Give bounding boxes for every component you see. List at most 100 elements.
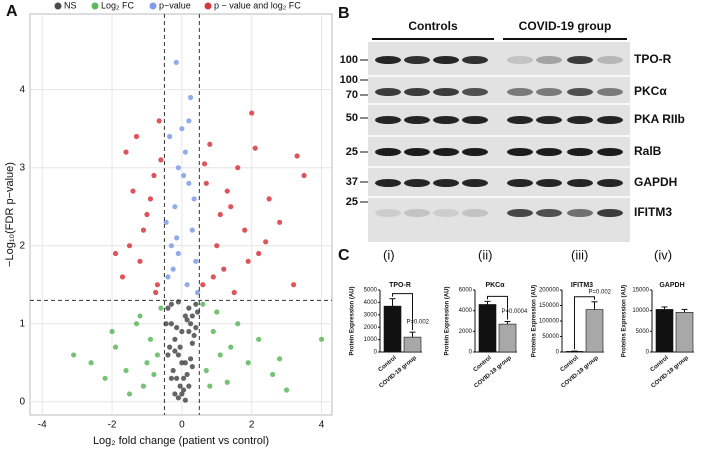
point	[256, 250, 262, 257]
point	[123, 149, 129, 155]
point	[177, 383, 183, 389]
point	[207, 383, 213, 389]
y-tick-label: 0	[374, 350, 378, 356]
point	[170, 367, 176, 374]
point	[88, 360, 94, 366]
band	[404, 209, 430, 217]
point	[191, 196, 197, 202]
protein-label: GAPDH	[634, 175, 677, 189]
point	[270, 371, 276, 378]
point	[217, 352, 223, 358]
point	[245, 360, 251, 366]
group-label: COVID-19 group	[519, 19, 612, 33]
y-tick-label: 50000	[542, 334, 559, 340]
x-tick-label: -2	[108, 420, 117, 431]
point	[181, 387, 187, 393]
band	[507, 56, 533, 64]
point	[156, 118, 162, 124]
point	[172, 348, 178, 354]
point	[179, 360, 185, 366]
point	[214, 309, 220, 315]
point	[189, 364, 195, 370]
point	[256, 336, 262, 342]
point	[231, 289, 237, 296]
point	[172, 391, 178, 397]
mw-marker: 25	[346, 146, 358, 158]
point	[189, 227, 195, 233]
point	[200, 301, 206, 307]
band	[433, 56, 459, 64]
band	[404, 116, 430, 124]
chart-title: TPO-R	[389, 282, 411, 289]
band	[536, 209, 562, 217]
panel-number: (iii)	[571, 247, 588, 262]
point	[170, 266, 176, 272]
y-axis-title: Protein Expression (AU)	[445, 286, 451, 355]
point	[158, 305, 164, 311]
band	[597, 116, 623, 124]
point	[175, 250, 181, 257]
protein-label: PKA RIIb	[634, 112, 685, 126]
point	[184, 371, 190, 378]
band	[567, 209, 593, 217]
y-tick-label: 4	[19, 84, 25, 95]
point	[154, 352, 161, 358]
point	[184, 317, 190, 323]
point	[186, 383, 192, 389]
y-tick-label: 0	[556, 350, 560, 356]
point	[207, 141, 213, 147]
point	[168, 321, 174, 327]
point	[191, 332, 197, 339]
band	[375, 116, 401, 124]
point	[175, 165, 181, 171]
point	[172, 204, 178, 210]
band	[462, 88, 488, 96]
point	[201, 161, 208, 167]
point	[144, 360, 150, 366]
y-axis-title: Proteins Expression (AU)	[622, 285, 628, 357]
point	[165, 274, 171, 280]
band	[567, 56, 593, 64]
p-value: P=0.0004	[502, 309, 529, 315]
y-tick-label: 4000	[364, 300, 378, 306]
point	[249, 110, 255, 116]
legend-label: NS	[64, 0, 77, 10]
band	[433, 179, 459, 187]
y-tick-label: 10000	[632, 308, 649, 314]
point	[181, 172, 187, 179]
point	[235, 165, 241, 171]
point	[245, 258, 251, 264]
band	[507, 88, 533, 96]
x-tick-label: 4	[319, 420, 325, 431]
band	[375, 148, 401, 156]
point	[263, 239, 269, 245]
band	[375, 209, 401, 217]
point	[186, 305, 192, 311]
y-tick-label: 0	[19, 396, 25, 407]
point	[126, 243, 133, 249]
chart-title: GAPDH	[659, 282, 684, 289]
band	[567, 116, 593, 124]
point	[151, 172, 157, 179]
point	[210, 328, 216, 335]
bar	[498, 323, 517, 353]
point	[277, 356, 283, 362]
bar	[585, 309, 604, 353]
y-tick-label: 0	[469, 350, 473, 356]
band	[462, 209, 488, 217]
p-value: P=0.002	[407, 320, 430, 326]
point	[137, 313, 143, 319]
point	[189, 340, 195, 346]
point	[182, 149, 188, 155]
band	[567, 179, 593, 187]
point	[224, 379, 230, 385]
significance-bracket	[487, 295, 508, 320]
bar	[655, 309, 674, 353]
point	[112, 250, 119, 257]
point	[140, 383, 147, 389]
point	[179, 126, 185, 132]
point	[119, 274, 126, 280]
point	[102, 375, 108, 381]
x-tick-label: 2	[249, 420, 255, 431]
